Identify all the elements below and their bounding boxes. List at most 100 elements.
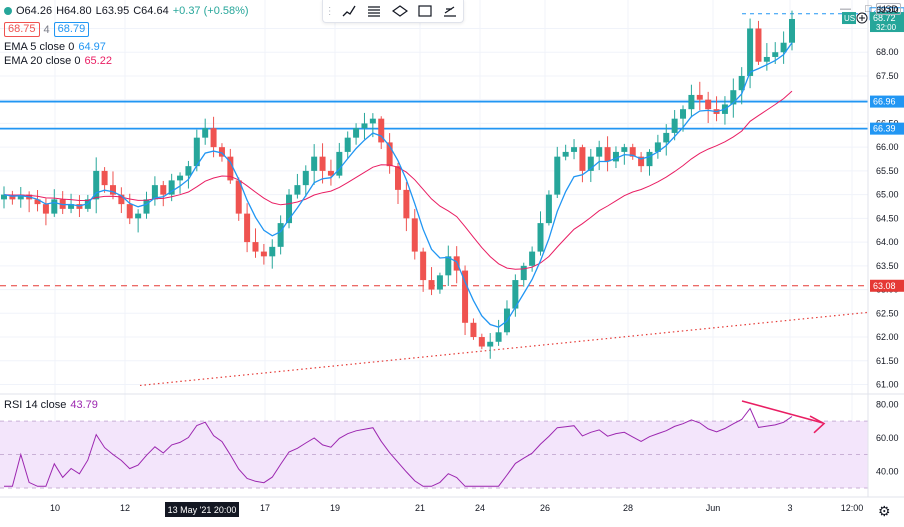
candle-body — [403, 189, 410, 219]
candle-body — [755, 28, 762, 62]
candle-body — [260, 251, 267, 257]
candle-body — [763, 56, 770, 62]
window-controls: — □ — [840, 3, 872, 15]
ema20-value: 65.22 — [84, 55, 112, 67]
brush-tool-icon[interactable] — [340, 3, 358, 19]
candle-body — [646, 151, 653, 167]
y-tick-label: 64.50 — [876, 213, 899, 223]
rsi-line — [4, 407, 793, 487]
candle-body — [17, 194, 24, 200]
candle-body — [420, 251, 427, 281]
current-badge-bg — [870, 12, 904, 33]
candle-body — [202, 128, 209, 138]
symbol-tag-bg — [842, 12, 856, 25]
rectangle-tool-icon[interactable] — [416, 3, 434, 19]
candle-body — [638, 156, 645, 167]
grid — [0, 0, 868, 488]
drag-handle-icon[interactable]: ⋮ — [324, 5, 335, 17]
ema20-legend[interactable]: EMA 20 close 0 65.22 — [4, 55, 112, 67]
candle-body — [428, 280, 435, 290]
level-2-badge: 66.39 — [873, 124, 896, 134]
candle-body — [696, 94, 703, 100]
candle-body — [252, 242, 259, 252]
candle-body — [168, 180, 175, 195]
candle-body — [353, 128, 360, 138]
y-tick-label: 63.50 — [876, 261, 899, 271]
dashed-level-badge: 63.08 — [873, 281, 896, 291]
crosshair-time-label: 13 May '21 20:00 — [168, 505, 237, 515]
ema20-label: EMA 20 close 0 — [4, 55, 81, 67]
level-1-badge-bg — [870, 95, 904, 108]
candle-body — [135, 213, 142, 219]
x-tick-label: 12 — [120, 503, 130, 513]
ema20-line — [3, 90, 793, 270]
candle-body — [34, 199, 41, 205]
candle-body — [327, 170, 334, 176]
candle-body — [436, 275, 443, 290]
candle-body — [730, 90, 737, 105]
candle-body — [487, 341, 494, 347]
candle-body — [411, 218, 418, 252]
candle-body — [93, 170, 100, 200]
candle-body — [747, 28, 754, 76]
rsi-label: RSI 14 close — [4, 399, 67, 411]
candle-body — [520, 265, 527, 281]
ema5-label: EMA 5 close 0 — [4, 41, 75, 53]
candle-body — [495, 332, 502, 342]
ellipse-tool-icon[interactable] — [391, 3, 409, 19]
rsi-tick-label: 40.00 — [876, 466, 899, 476]
lines-tool-icon[interactable] — [365, 3, 383, 19]
candle-body — [185, 166, 192, 176]
candle-body — [68, 204, 75, 209]
y-tick-label: 62.50 — [876, 308, 899, 318]
candle-body — [319, 156, 326, 171]
candle-body — [587, 156, 594, 171]
bid-ask: 68.75 4 68.79 — [4, 22, 90, 37]
rsi-tick-label: 80.00 — [876, 399, 899, 409]
y-tick-label: 65.50 — [876, 166, 899, 176]
candle-body — [688, 94, 695, 110]
sell-price-button[interactable]: 68.75 — [4, 22, 40, 37]
currency-label[interactable]: USD — [876, 3, 902, 15]
ema5-line — [3, 42, 793, 328]
crosshair-time-box — [165, 502, 239, 517]
candle-body — [235, 180, 242, 214]
buy-price-button[interactable]: 68.79 — [53, 22, 90, 37]
candle-body — [395, 166, 401, 190]
candle-body — [470, 322, 477, 338]
top-price-label: 69.00 — [876, 5, 899, 15]
y-tick-label: 67.50 — [876, 71, 899, 81]
rsi-value: 43.79 — [70, 399, 98, 411]
candle-body — [361, 123, 368, 129]
ema5-legend[interactable]: EMA 5 close 0 64.97 — [4, 41, 106, 53]
ohlc-change: +0.37 (+0.58%) — [172, 5, 249, 17]
candle-body — [386, 142, 393, 167]
symbol-tag: US — [844, 14, 855, 23]
candle-body — [227, 156, 234, 181]
candle-body — [562, 151, 569, 157]
y-tick-label: 65.00 — [876, 190, 899, 200]
candle-body — [210, 128, 217, 148]
divergence-arrowhead — [809, 415, 826, 434]
x-tick-label: 17 — [260, 503, 270, 513]
candle-body — [378, 118, 385, 143]
x-tick-label: 24 — [475, 503, 485, 513]
minimize-icon[interactable]: — — [840, 3, 851, 15]
rsi-pane: 80.00 60.00 40.00 — [0, 399, 899, 489]
candle-body — [453, 256, 460, 271]
maximize-icon[interactable]: □ — [865, 3, 872, 15]
level-2-badge-bg — [870, 122, 904, 135]
rsi-legend[interactable]: RSI 14 close 43.79 — [4, 399, 98, 411]
ema-lines — [3, 42, 793, 328]
candle-body — [663, 132, 670, 143]
candle-body — [780, 42, 787, 53]
candle-body — [51, 199, 58, 214]
candle-body — [277, 223, 284, 247]
level-1-badge: 66.96 — [873, 97, 896, 107]
settings-icon[interactable]: ⚙ — [878, 503, 891, 519]
text-tool-icon[interactable] — [441, 3, 459, 19]
candle-body — [294, 185, 301, 195]
trendline-dotted — [139, 311, 869, 387]
